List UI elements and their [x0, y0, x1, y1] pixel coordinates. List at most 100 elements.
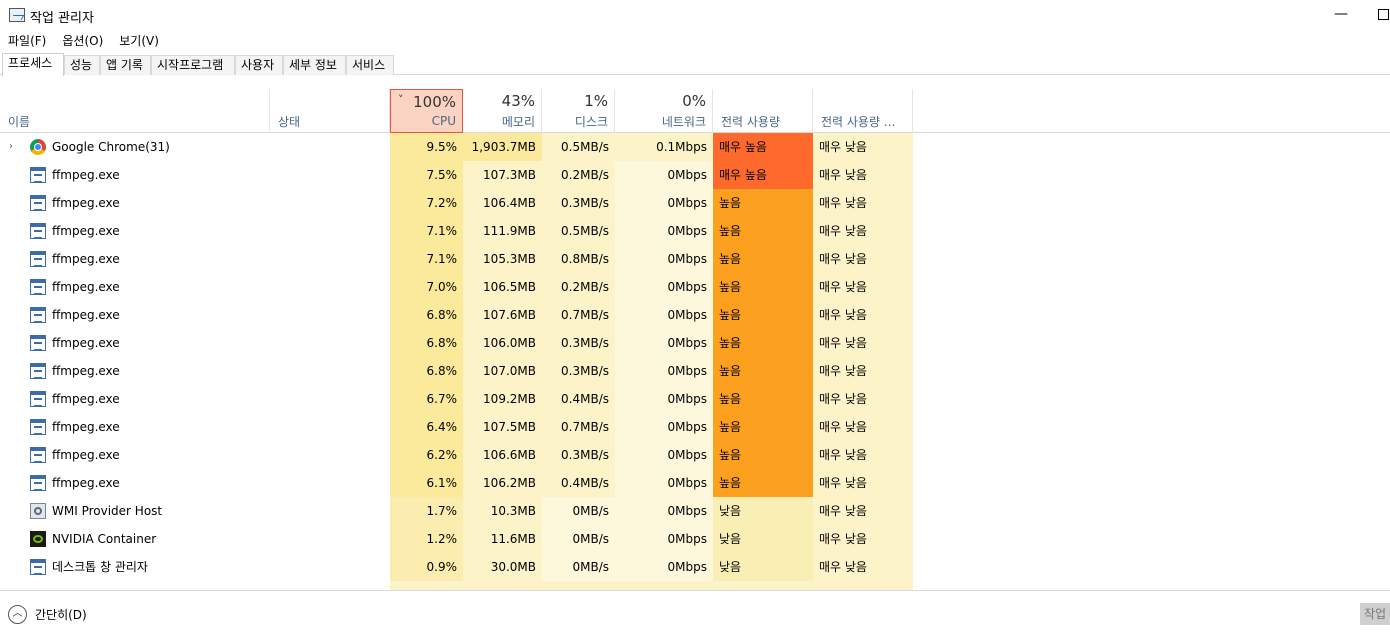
memory-cell: 106.5MB [463, 273, 542, 301]
column-header-memory[interactable]: 43% 메모리 [463, 89, 542, 133]
power-cell: 높음 [713, 189, 813, 217]
menu-options[interactable]: 옵션(O) [62, 34, 104, 48]
menu-bar: 파일(F) 옵션(O) 보기(V) [0, 31, 167, 51]
nvidia-icon [30, 531, 46, 547]
network-cell: 0Mbps [615, 497, 713, 525]
power-trend-cell: 매우 낮음 [813, 329, 913, 357]
column-header-status[interactable]: 상태 [270, 89, 390, 133]
power-cell: 높음 [713, 273, 813, 301]
menu-view[interactable]: 보기(V) [119, 34, 159, 48]
power-trend-cell: 매우 낮음 [813, 357, 913, 385]
network-cell: 0.1Mbps [615, 133, 713, 161]
cpu-cell: 1.2% [390, 525, 463, 553]
collapse-icon[interactable]: ︿ [8, 605, 27, 624]
process-row[interactable]: ffmpeg.exe 7.1% 105.3MB 0.8MB/s 0Mbps 높음 매우 낮음 [0, 245, 1390, 273]
column-header-cpu[interactable]: ˅ 100% CPU [390, 89, 463, 133]
network-cell: 0Mbps [615, 385, 713, 413]
tab-details[interactable]: 세부 정보 [283, 55, 346, 75]
column-header-power-trend[interactable]: 전력 사용량 ... [813, 89, 913, 133]
process-row[interactable]: WMI Provider Host 1.7% 10.3MB 0MB/s 0Mbps 낮음 매… [0, 497, 1390, 525]
menu-file[interactable]: 파일(F) [8, 34, 47, 48]
memory-cell: 107.6MB [463, 301, 542, 329]
network-cell: 0Mbps [615, 217, 713, 245]
power-label: 전력 사용량 [721, 115, 781, 129]
cpu-cell: 1.7% [390, 497, 463, 525]
process-name: ffmpeg.exe [52, 476, 120, 490]
power-cell: 매우 높음 [713, 161, 813, 189]
disk-cell: 0MB/s [542, 553, 615, 581]
network-cell: 0Mbps [615, 413, 713, 441]
process-row[interactable]: ffmpeg.exe 6.2% 106.6MB 0.3MB/s 0Mbps 높음 매우 낮음 [0, 441, 1390, 469]
tab-performance[interactable]: 성능 [64, 55, 100, 75]
process-row[interactable]: ffmpeg.exe 6.8% 107.6MB 0.7MB/s 0Mbps 높음 매우 낮음 [0, 301, 1390, 329]
tab-services[interactable]: 서비스 [346, 55, 394, 75]
power-cell: 높음 [713, 441, 813, 469]
fewer-details-link[interactable]: 간단히(D) [35, 608, 87, 622]
power-trend-cell: 매우 낮음 [813, 385, 913, 413]
power-trend-cell: 매우 낮음 [813, 441, 913, 469]
tab-users[interactable]: 사용자 [235, 55, 283, 75]
disk-cell: 0.4MB/s [542, 469, 615, 497]
disk-cell: 0.3MB/s [542, 441, 615, 469]
ffmpeg-icon [30, 223, 46, 239]
process-row[interactable]: ffmpeg.exe 6.4% 107.5MB 0.7MB/s 0Mbps 높음 매우 낮음 [0, 413, 1390, 441]
process-row[interactable]: ffmpeg.exe 7.5% 107.3MB 0.2MB/s 0Mbps 매우 높음 매우… [0, 161, 1390, 189]
memory-cell: 1,903.7MB [463, 133, 542, 161]
process-row[interactable]: ffmpeg.exe 6.1% 106.2MB 0.4MB/s 0Mbps 높음 매우 낮음 [0, 469, 1390, 497]
network-cell: 0Mbps [615, 441, 713, 469]
process-row[interactable]: ffmpeg.exe 7.1% 111.9MB 0.5MB/s 0Mbps 높음 매우 낮음 [0, 217, 1390, 245]
power-trend-cell: 매우 낮음 [813, 217, 913, 245]
process-name: ffmpeg.exe [52, 364, 120, 378]
disk-cell: 0.8MB/s [542, 245, 615, 273]
ffmpeg-icon [30, 251, 46, 267]
process-row[interactable]: ffmpeg.exe 6.8% 107.0MB 0.3MB/s 0Mbps 높음 매우 낮음 [0, 357, 1390, 385]
power-trend-cell: 매우 낮음 [813, 161, 913, 189]
process-row[interactable]: › Google Chrome(31) 9.5% 1,903.7MB 0.5MB/s 0.… [0, 133, 1390, 161]
column-header-power[interactable]: 전력 사용량 [713, 89, 813, 133]
process-row[interactable]: 데스크톱 창 관리자 0.9% 30.0MB 0MB/s 0Mbps 낮음 매우 낮음 [0, 553, 1390, 581]
column-header-network[interactable]: 0% 네트워크 [615, 89, 713, 133]
disk-cell: 0.2MB/s [542, 161, 615, 189]
ffmpeg-icon [30, 307, 46, 323]
disk-cell: 0.5MB/s [542, 133, 615, 161]
power-trend-cell: 매우 낮음 [813, 525, 913, 553]
power-trend-cell: 매우 낮음 [813, 469, 913, 497]
process-row[interactable]: ffmpeg.exe 7.2% 106.4MB 0.3MB/s 0Mbps 높음 매우 낮음 [0, 189, 1390, 217]
cpu-label: CPU [431, 114, 456, 128]
power-cell: 매우 높음 [713, 133, 813, 161]
process-name: 데스크톱 창 관리자 [52, 560, 148, 574]
process-row[interactable]: ffmpeg.exe 7.0% 106.5MB 0.2MB/s 0Mbps 높음 매우 낮음 [0, 273, 1390, 301]
network-cell: 0Mbps [615, 273, 713, 301]
process-name: ffmpeg.exe [52, 224, 120, 238]
network-cell: 0Mbps [615, 553, 713, 581]
disk-cell: 0.7MB/s [542, 301, 615, 329]
process-name: Google Chrome(31) [52, 140, 170, 154]
cpu-cell: 7.0% [390, 273, 463, 301]
cpu-cell: 7.1% [390, 245, 463, 273]
process-row[interactable]: ffmpeg.exe 6.8% 106.0MB 0.3MB/s 0Mbps 높음 매우 낮음 [0, 329, 1390, 357]
power-trend-cell: 매우 낮음 [813, 273, 913, 301]
ffmpeg-icon [30, 363, 46, 379]
power-cell: 높음 [713, 217, 813, 245]
disk-cell: 0MB/s [542, 497, 615, 525]
process-row[interactable]: ffmpeg.exe 6.7% 109.2MB 0.4MB/s 0Mbps 높음 매우 낮음 [0, 385, 1390, 413]
tab-app-history[interactable]: 앱 기록 [100, 55, 151, 75]
disk-cell: 0.3MB/s [542, 357, 615, 385]
tab-startup[interactable]: 시작프로그램 [151, 55, 235, 75]
column-header-disk[interactable]: 1% 디스크 [542, 89, 615, 133]
column-header-name[interactable]: 이름 [0, 89, 270, 133]
minimize-button[interactable]: — [1334, 6, 1348, 22]
end-task-button[interactable]: 작업 [1360, 603, 1390, 625]
process-row[interactable]: NVIDIA Container 1.2% 11.6MB 0MB/s 0Mbps 낮음 매우… [0, 525, 1390, 553]
cpu-cell: 0.9% [390, 553, 463, 581]
ffmpeg-icon [30, 447, 46, 463]
expand-chevron-icon[interactable]: › [9, 141, 13, 152]
cpu-cell: 6.8% [390, 329, 463, 357]
sort-descending-icon: ˅ [398, 93, 404, 106]
tab-processes[interactable]: 프로세스 [2, 53, 64, 76]
disk-cell: 0MB/s [542, 525, 615, 553]
power-trend-cell: 매우 낮음 [813, 189, 913, 217]
maximize-button[interactable] [1378, 9, 1389, 20]
disk-label: 디스크 [574, 115, 608, 129]
power-trend-cell: 매우 낮음 [813, 133, 913, 161]
